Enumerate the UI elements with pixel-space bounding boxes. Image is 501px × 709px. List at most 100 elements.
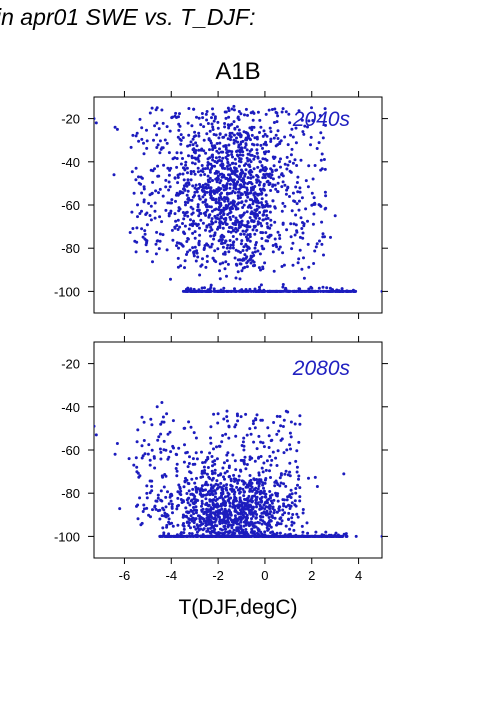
- data-point: [223, 477, 226, 481]
- data-point: [315, 147, 319, 150]
- data-point: [275, 531, 279, 535]
- data-point: [221, 226, 225, 230]
- data-point: [221, 289, 225, 293]
- data-point: [275, 464, 279, 467]
- data-point: [259, 283, 263, 287]
- data-point: [196, 514, 200, 518]
- data-point: [158, 187, 162, 191]
- data-point: [238, 515, 242, 519]
- data-point: [264, 140, 268, 144]
- data-point: [289, 222, 293, 226]
- data-point: [196, 203, 200, 207]
- data-point: [276, 137, 280, 140]
- data-point: [261, 146, 264, 150]
- data-point: [222, 188, 226, 192]
- data-point: [191, 289, 195, 293]
- data-point: [262, 188, 266, 192]
- data-point: [255, 197, 258, 201]
- data-point: [254, 241, 258, 244]
- data-point: [225, 469, 229, 473]
- data-point: [251, 188, 255, 192]
- data-point: [194, 183, 198, 187]
- data-point: [289, 133, 293, 137]
- data-point: [294, 213, 298, 217]
- data-point: [261, 176, 265, 180]
- data-point: [227, 425, 231, 429]
- data-point: [278, 505, 282, 509]
- data-point: [276, 449, 280, 453]
- data-point: [199, 212, 203, 215]
- data-point: [260, 511, 264, 515]
- data-point: [310, 203, 314, 207]
- data-point: [113, 125, 117, 129]
- data-point: [203, 200, 207, 204]
- data-point: [320, 220, 324, 224]
- data-point: [262, 445, 266, 449]
- data-point: [250, 128, 254, 132]
- data-point: [255, 213, 259, 216]
- data-point: [225, 182, 229, 186]
- data-point: [145, 484, 149, 488]
- data-point: [112, 173, 116, 177]
- data-point: [269, 510, 273, 514]
- data-point: [255, 505, 258, 509]
- data-point: [260, 466, 264, 470]
- data-point: [246, 499, 250, 503]
- data-point: [153, 201, 157, 205]
- data-point: [181, 136, 185, 140]
- data-point: [263, 481, 267, 485]
- data-point: [232, 499, 236, 503]
- data-point: [157, 127, 161, 131]
- data-point: [285, 498, 289, 502]
- data-point: [178, 225, 182, 229]
- data-point: [232, 141, 236, 145]
- data-point: [232, 138, 236, 142]
- data-point: [142, 152, 146, 156]
- data-point: [249, 186, 253, 190]
- data-point: [94, 117, 96, 121]
- data-point: [211, 460, 215, 464]
- data-point: [321, 136, 325, 140]
- data-point: [168, 168, 172, 172]
- data-point: [209, 486, 213, 490]
- data-point: [205, 534, 209, 538]
- data-point: [205, 225, 209, 229]
- data-point: [214, 216, 218, 220]
- data-point: [302, 132, 306, 136]
- data-point: [301, 231, 305, 235]
- data-point: [217, 208, 221, 212]
- data-point: [274, 242, 278, 246]
- data-point: [313, 249, 317, 253]
- data-point: [210, 222, 214, 226]
- data-point: [188, 289, 192, 293]
- data-point: [312, 196, 316, 200]
- y-tick-label: -20: [61, 112, 80, 127]
- data-point: [183, 200, 187, 204]
- data-point: [286, 143, 290, 147]
- data-point: [299, 216, 303, 220]
- data-point: [287, 503, 290, 507]
- data-point: [273, 220, 277, 224]
- data-point: [207, 138, 211, 142]
- data-point: [237, 164, 241, 168]
- data-point: [208, 518, 212, 522]
- data-point: [254, 498, 258, 502]
- data-point: [213, 164, 217, 168]
- data-point: [282, 263, 286, 267]
- data-point: [259, 518, 263, 522]
- data-point: [319, 158, 323, 162]
- data-point: [234, 230, 238, 234]
- data-point: [173, 212, 177, 216]
- data-point: [274, 187, 278, 191]
- data-point: [324, 530, 328, 534]
- data-point: [135, 465, 139, 469]
- data-point: [209, 194, 213, 198]
- data-point: [294, 487, 298, 490]
- data-point: [292, 289, 296, 293]
- data-point: [214, 510, 218, 514]
- data-point: [296, 261, 300, 265]
- data-point: [216, 512, 220, 516]
- data-point: [272, 421, 276, 424]
- data-point: [229, 243, 233, 247]
- data-point: [199, 123, 203, 127]
